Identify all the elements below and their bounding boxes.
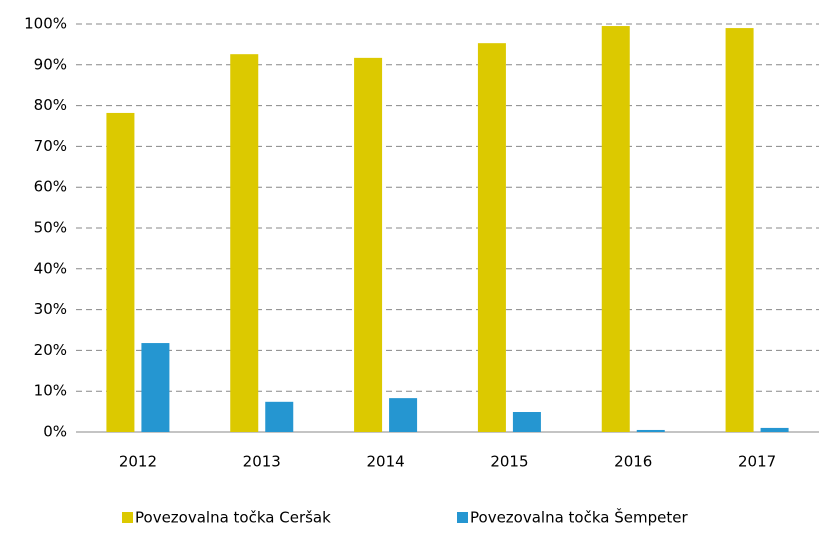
- bar: [760, 427, 789, 432]
- x-tick-label: 2013: [243, 453, 281, 471]
- legend-label: Povezovalna točka Ceršak: [135, 509, 331, 527]
- y-tick-label: 60%: [34, 178, 67, 196]
- y-tick-label: 70%: [34, 137, 67, 155]
- x-tick-label: 2012: [119, 453, 157, 471]
- y-tick-label: 100%: [24, 15, 67, 33]
- bar: [230, 54, 259, 432]
- legend-swatch: [457, 512, 468, 523]
- bar: [477, 43, 506, 433]
- bar: [601, 26, 630, 432]
- bar: [106, 112, 135, 432]
- bar: [141, 343, 170, 432]
- bar: [636, 429, 665, 432]
- bar: [265, 401, 294, 432]
- x-tick-label: 2014: [366, 453, 404, 471]
- y-tick-label: 0%: [43, 423, 67, 441]
- x-tick-label: 2016: [614, 453, 652, 471]
- bar: [389, 398, 418, 432]
- y-tick-label: 30%: [34, 300, 67, 318]
- bar: [725, 28, 754, 433]
- y-tick-label: 80%: [34, 96, 67, 114]
- x-tick-label: 2017: [738, 453, 776, 471]
- legend-label: Povezovalna točka Šempeter: [470, 508, 688, 527]
- y-tick-label: 90%: [34, 55, 67, 73]
- bar: [354, 57, 383, 432]
- bar: [512, 412, 541, 432]
- y-tick-label: 50%: [34, 219, 67, 237]
- y-tick-label: 40%: [34, 259, 67, 277]
- y-tick-label: 20%: [34, 341, 67, 359]
- x-tick-label: 2015: [490, 453, 528, 471]
- y-tick-label: 10%: [34, 382, 67, 400]
- legend-swatch: [122, 512, 133, 523]
